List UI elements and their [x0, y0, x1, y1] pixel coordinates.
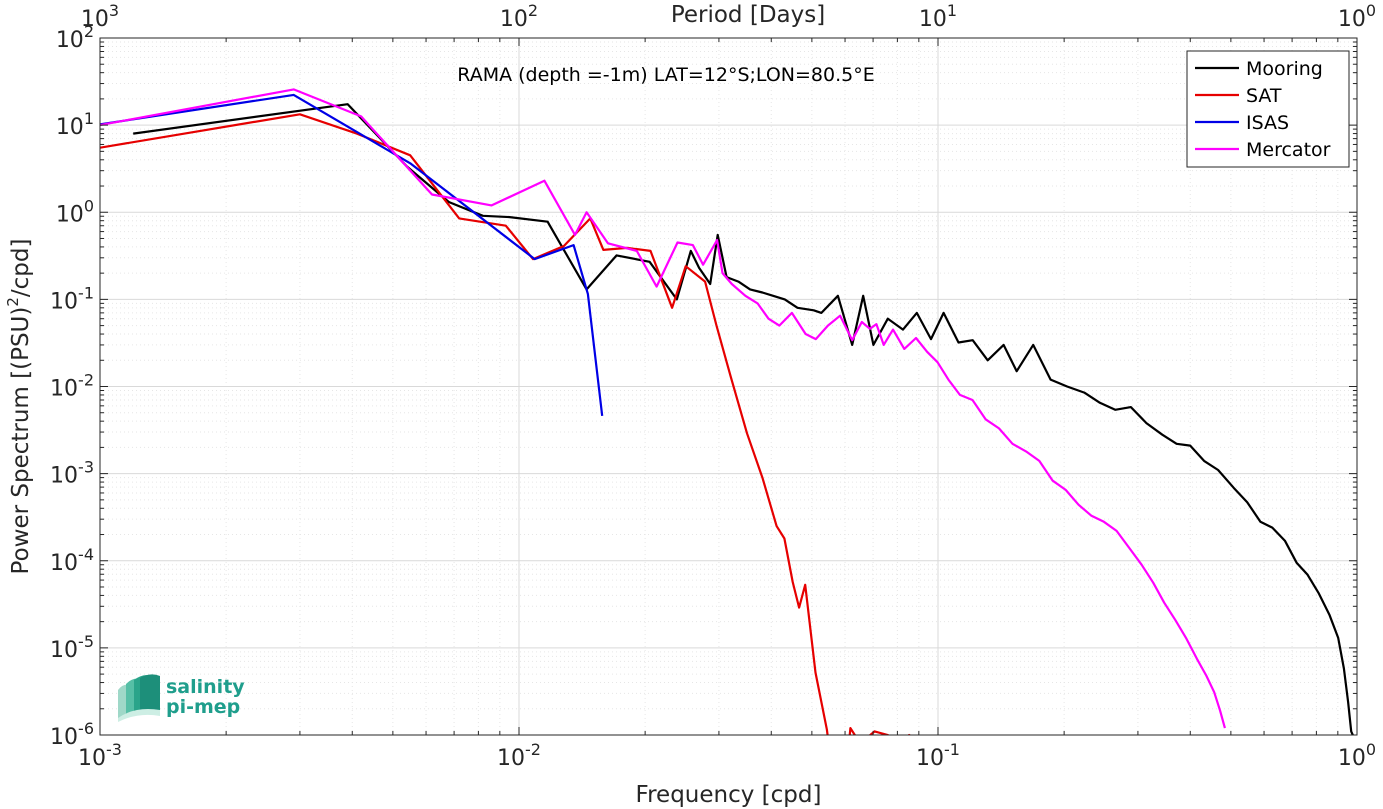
x-tick-label-base: 10: [497, 746, 525, 771]
y-tick-label-base: 10: [50, 725, 78, 750]
y-tick-label: 10-2: [50, 371, 94, 402]
top-tick-label-exp: 2: [528, 1, 538, 20]
top-tick-label-base: 10: [919, 7, 947, 32]
y-tick-label-exp: -2: [78, 371, 94, 390]
legend-label-sat: SAT: [1246, 85, 1282, 107]
y-tick-label-exp: -5: [78, 632, 94, 651]
y-tick-label-exp: 2: [84, 22, 94, 41]
top-tick-label-exp: 0: [1366, 1, 1376, 20]
y-tick-label: 101: [56, 109, 94, 140]
y-tick-label-base: 10: [56, 115, 84, 140]
y-tick-label-base: 10: [50, 551, 78, 576]
x-tick-label: 100: [1338, 740, 1376, 771]
top-axis-label: Period [Days]: [671, 2, 825, 28]
legend-label-mooring: Mooring: [1246, 58, 1323, 80]
y-tick-label-base: 10: [56, 28, 84, 53]
x-axis-label: Frequency [cpd]: [636, 782, 822, 808]
y-axis-label: Power Spectrum [(PSU)2/cpd]: [4, 239, 34, 575]
top-tick-label: 101: [919, 1, 957, 32]
y-tick-label-base: 10: [50, 289, 78, 314]
y-tick-label-base: 10: [56, 202, 84, 227]
top-tick-label-exp: 1: [947, 1, 957, 20]
y-tick-label: 10-3: [50, 458, 94, 489]
y-tick-label: 10-1: [50, 283, 94, 314]
x-tick-label-base: 10: [1338, 746, 1366, 771]
y-tick-label-exp: -1: [78, 283, 94, 302]
legend-box: [1186, 50, 1350, 168]
y-tick-label: 10-5: [50, 632, 94, 663]
y-tick-label-base: 10: [50, 377, 78, 402]
y-tick-label-base: 10: [50, 638, 78, 663]
y-tick-label-exp: -4: [78, 545, 94, 564]
x-tick-label-exp: -1: [944, 740, 960, 759]
y-axis-label-sup: 2: [4, 297, 22, 307]
x-tick-label: 10-2: [497, 740, 541, 771]
chart-title: RAMA (depth =-1m) LAT=12°S;LON=80.5°E: [457, 64, 874, 86]
y-axis-label-main: Power Spectrum [(PSU): [8, 307, 34, 575]
legend-label-isas: ISAS: [1246, 112, 1289, 134]
x-tick-label-exp: -3: [106, 740, 122, 759]
top-tick-label-exp: 3: [109, 1, 119, 20]
legend-label-mercator: Mercator: [1246, 139, 1331, 161]
y-axis-label-tail: /cpd]: [8, 239, 34, 298]
x-tick-label: 10-1: [916, 740, 960, 771]
x-tick-label-base: 10: [916, 746, 944, 771]
x-tick-label-base: 10: [78, 746, 106, 771]
top-tick-label-base: 10: [1338, 7, 1366, 32]
y-tick-label: 100: [56, 196, 94, 227]
top-tick-label: 102: [500, 1, 538, 32]
legend: Mooring SAT ISAS Mercator: [1186, 50, 1350, 168]
y-tick-label-exp: 0: [84, 196, 94, 215]
series-group: [100, 88, 1354, 735]
y-tick-label-exp: 1: [84, 109, 94, 128]
logo-line1: salinity: [166, 676, 245, 698]
top-tick-label-base: 10: [81, 7, 109, 32]
y-tick-label-exp: -6: [78, 719, 94, 738]
x-tick-label-exp: -2: [525, 740, 541, 759]
y-tick-label: 10-4: [50, 545, 94, 576]
top-tick-label: 100: [1338, 1, 1376, 32]
top-tick-label-base: 10: [500, 7, 528, 32]
y-tick-label: 102: [56, 22, 94, 53]
x-tick-label-exp: 0: [1366, 740, 1376, 759]
y-tick-label-exp: -3: [78, 458, 94, 477]
x-tick-label: 10-3: [78, 740, 122, 771]
salinity-pi-mep-logo: salinity pi-mep: [118, 674, 245, 722]
y-tick-label-base: 10: [50, 464, 78, 489]
logo-mark-icon: [118, 674, 160, 722]
logo-line2: pi-mep: [166, 696, 240, 718]
y-tick-label: 10-6: [50, 719, 94, 750]
top-tick-label: 103: [81, 1, 119, 32]
grid: [100, 38, 1357, 735]
